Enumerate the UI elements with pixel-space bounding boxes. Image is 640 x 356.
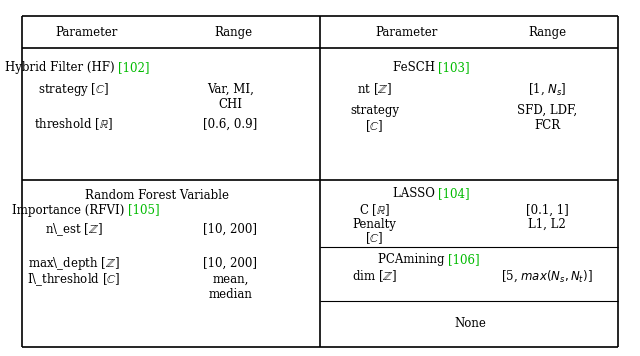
Text: n\_est [$\mathbb{Z}$]: n\_est [$\mathbb{Z}$] [45, 221, 102, 238]
Text: [$\mathbb{C}$]: [$\mathbb{C}$] [365, 118, 383, 134]
Text: Importance (RFVI): Importance (RFVI) [12, 204, 128, 216]
Text: Random Forest Variable: Random Forest Variable [85, 189, 229, 201]
Text: Parameter: Parameter [375, 26, 438, 38]
Text: [10, 200]: [10, 200] [204, 257, 257, 270]
Text: threshold [$\mathbb{R}$]: threshold [$\mathbb{R}$] [34, 117, 113, 132]
Text: Hybrid Filter (HF): Hybrid Filter (HF) [5, 61, 118, 74]
Text: nt [$\mathbb{Z}$]: nt [$\mathbb{Z}$] [357, 81, 392, 97]
Text: PCAmining: PCAmining [378, 253, 448, 266]
Text: FeSCH: FeSCH [393, 61, 438, 74]
Text: L1, L2: L1, L2 [529, 218, 566, 231]
Text: Range: Range [528, 26, 566, 38]
Text: Range: Range [214, 26, 253, 38]
Text: I\_threshold [$\mathbb{C}$]: I\_threshold [$\mathbb{C}$] [27, 271, 120, 288]
Text: Var, MI,: Var, MI, [207, 83, 254, 95]
Text: Penalty: Penalty [353, 218, 396, 231]
Text: [0.1, 1]: [0.1, 1] [526, 204, 568, 216]
Text: [103]: [103] [438, 61, 470, 74]
Text: C [$\mathbb{R}$]: C [$\mathbb{R}$] [359, 202, 390, 218]
Text: mean,: mean, [212, 273, 248, 286]
Text: SFD, LDF,: SFD, LDF, [517, 104, 577, 117]
Text: CHI: CHI [218, 98, 243, 111]
Text: [105]: [105] [128, 204, 159, 216]
Text: strategy: strategy [350, 104, 399, 117]
Text: median: median [209, 288, 252, 301]
Text: [106]: [106] [448, 253, 479, 266]
Text: strategy [$\mathbb{C}$]: strategy [$\mathbb{C}$] [38, 80, 109, 98]
Text: [5, $max(N_s, N_t)$]: [5, $max(N_s, N_t)$] [501, 269, 593, 284]
Text: max\_depth [$\mathbb{Z}$]: max\_depth [$\mathbb{Z}$] [28, 255, 120, 272]
Text: [1, $N_s$]: [1, $N_s$] [528, 81, 566, 97]
Text: None: None [454, 318, 486, 330]
Text: [104]: [104] [438, 187, 470, 200]
Text: [102]: [102] [118, 61, 150, 74]
Text: FCR: FCR [534, 119, 560, 132]
Text: dim [$\mathbb{Z}$]: dim [$\mathbb{Z}$] [352, 269, 397, 284]
Text: [0.6, 0.9]: [0.6, 0.9] [204, 118, 257, 131]
Text: [10, 200]: [10, 200] [204, 223, 257, 236]
Text: [$\mathbb{C}$]: [$\mathbb{C}$] [365, 231, 383, 246]
Text: Parameter: Parameter [55, 26, 118, 38]
Text: LASSO: LASSO [393, 187, 438, 200]
